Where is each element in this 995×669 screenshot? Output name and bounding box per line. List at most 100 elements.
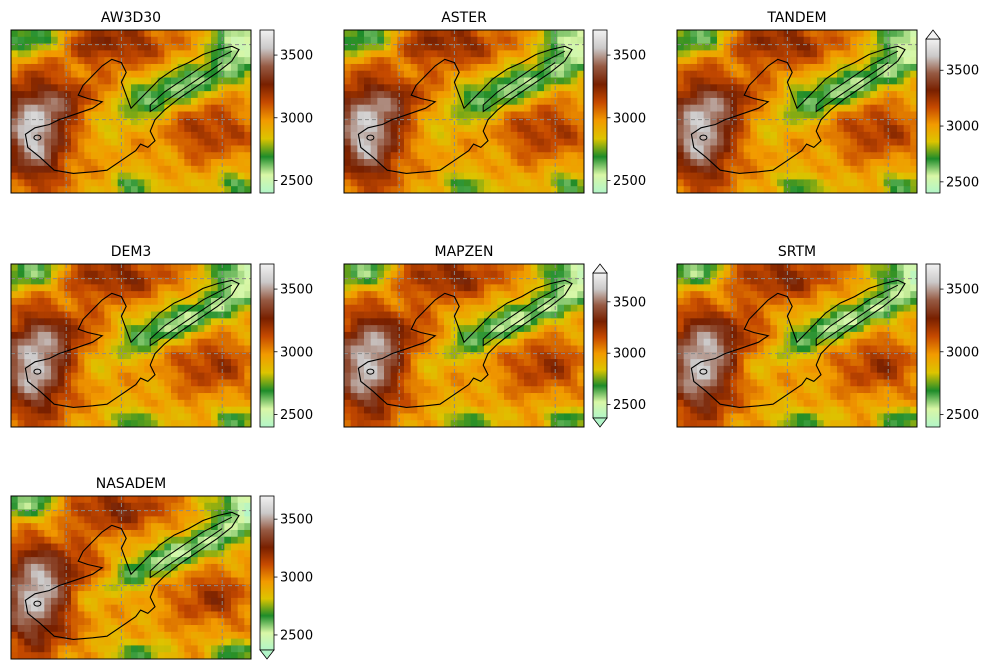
heatmap-cell: [137, 331, 145, 340]
heatmap-cell: [504, 297, 512, 306]
heatmap-cell: [111, 165, 119, 174]
heatmap-cell: [564, 70, 572, 78]
heatmap-cell: [850, 36, 858, 44]
heatmap-cell: [144, 138, 152, 146]
heatmap-cell: [370, 145, 378, 153]
heatmap-cell: [437, 359, 445, 367]
heatmap-cell: [803, 138, 811, 146]
heatmap-cell: [137, 50, 145, 58]
heatmap-cell: [464, 165, 472, 174]
glacier-inner-outline: [815, 50, 899, 113]
heatmap-cell: [737, 338, 745, 346]
heatmap-cell: [84, 399, 92, 408]
heatmap-cell: [737, 284, 745, 292]
heatmap-cell: [843, 338, 851, 346]
heatmap-cell: [417, 420, 425, 428]
heatmap-cell: [131, 372, 139, 380]
heatmap-cell: [763, 36, 771, 44]
heatmap-cell: [577, 36, 585, 44]
heatmap-cell: [437, 84, 445, 92]
heatmap-cell: [77, 399, 85, 408]
heatmap-cell: [51, 36, 59, 44]
heatmap-cell: [111, 393, 119, 401]
heatmap-cell: [57, 379, 65, 387]
heatmap-cell: [244, 43, 252, 51]
heatmap-cell: [850, 91, 858, 99]
heatmap-cell: [131, 318, 139, 326]
heatmap-cell: [237, 413, 245, 421]
heatmap-cell: [777, 159, 785, 167]
heatmap-cell: [191, 372, 199, 380]
heatmap-cell: [783, 159, 791, 167]
heatmap-cell: [44, 311, 52, 319]
heatmap-cell: [131, 277, 139, 285]
heatmap-cell: [390, 118, 398, 126]
heatmap-cell: [457, 284, 465, 292]
heatmap-cell: [204, 406, 212, 414]
heatmap-cell: [350, 104, 358, 112]
heatmap-cell: [124, 186, 132, 194]
heatmap-cell: [77, 152, 85, 160]
heatmap-cell: [184, 331, 192, 340]
heatmap-cell: [457, 338, 465, 346]
heatmap-cell: [184, 165, 192, 174]
heatmap-cell: [164, 145, 172, 153]
heatmap-cell: [683, 304, 691, 312]
heatmap-cell: [850, 277, 858, 285]
heatmap-cell: [151, 91, 159, 99]
heatmap-cell: [783, 179, 791, 187]
heatmap-cell: [863, 318, 871, 326]
heatmap-cell: [703, 311, 711, 319]
heatmap-cell: [151, 372, 159, 380]
heatmap-cell: [357, 84, 365, 92]
heatmap-cell: [823, 338, 831, 346]
heatmap-cell: [397, 111, 405, 119]
heatmap-cell: [404, 399, 412, 408]
heatmap-cell: [690, 297, 698, 306]
nunatak-outline: [366, 134, 375, 141]
heatmap-cell: [497, 393, 505, 401]
heatmap-cell: [164, 97, 172, 106]
heatmap-cell: [131, 311, 139, 319]
heatmap-cell: [897, 91, 905, 99]
heatmap-cell: [111, 36, 119, 44]
heatmap-cell: [44, 420, 52, 428]
heatmap-cell: [450, 165, 458, 174]
heatmap-cell: [97, 159, 105, 167]
heatmap-cell: [184, 352, 192, 360]
heatmap-cell: [84, 379, 92, 387]
heatmap-cell: [97, 406, 105, 414]
heatmap-cell: [390, 277, 398, 285]
heatmap-cell: [57, 386, 65, 394]
heatmap-cell: [910, 152, 918, 160]
heatmap-cell: [410, 131, 418, 140]
heatmap-cell: [883, 152, 891, 160]
heatmap-cell: [564, 165, 572, 174]
heatmap-cell: [537, 325, 545, 333]
heatmap-cell: [51, 43, 59, 51]
heatmap-cell: [410, 379, 418, 387]
heatmap-cell: [437, 97, 445, 106]
heatmap-cell: [430, 406, 438, 414]
heatmap-cell: [490, 264, 498, 272]
heatmap-cell: [564, 152, 572, 160]
heatmap-cell: [530, 338, 538, 346]
heatmap-cell: [843, 179, 851, 187]
heatmap-cell: [777, 264, 785, 272]
heatmap-cell: [737, 138, 745, 146]
heatmap-cell: [777, 50, 785, 58]
heatmap-cell: [797, 131, 805, 140]
heatmap-cell: [557, 284, 565, 292]
heatmap-cell: [730, 57, 738, 65]
heatmap-cell: [344, 131, 352, 140]
heatmap-cell: [823, 152, 831, 160]
heatmap-cell: [11, 352, 19, 360]
heatmap-cell: [137, 297, 145, 306]
heatmap-cell: [151, 304, 159, 312]
heatmap-cell: [404, 43, 412, 51]
heatmap-cell: [71, 338, 79, 346]
heatmap-cell: [730, 359, 738, 367]
heatmap-cell: [444, 393, 452, 401]
heatmap-cell: [424, 57, 432, 65]
